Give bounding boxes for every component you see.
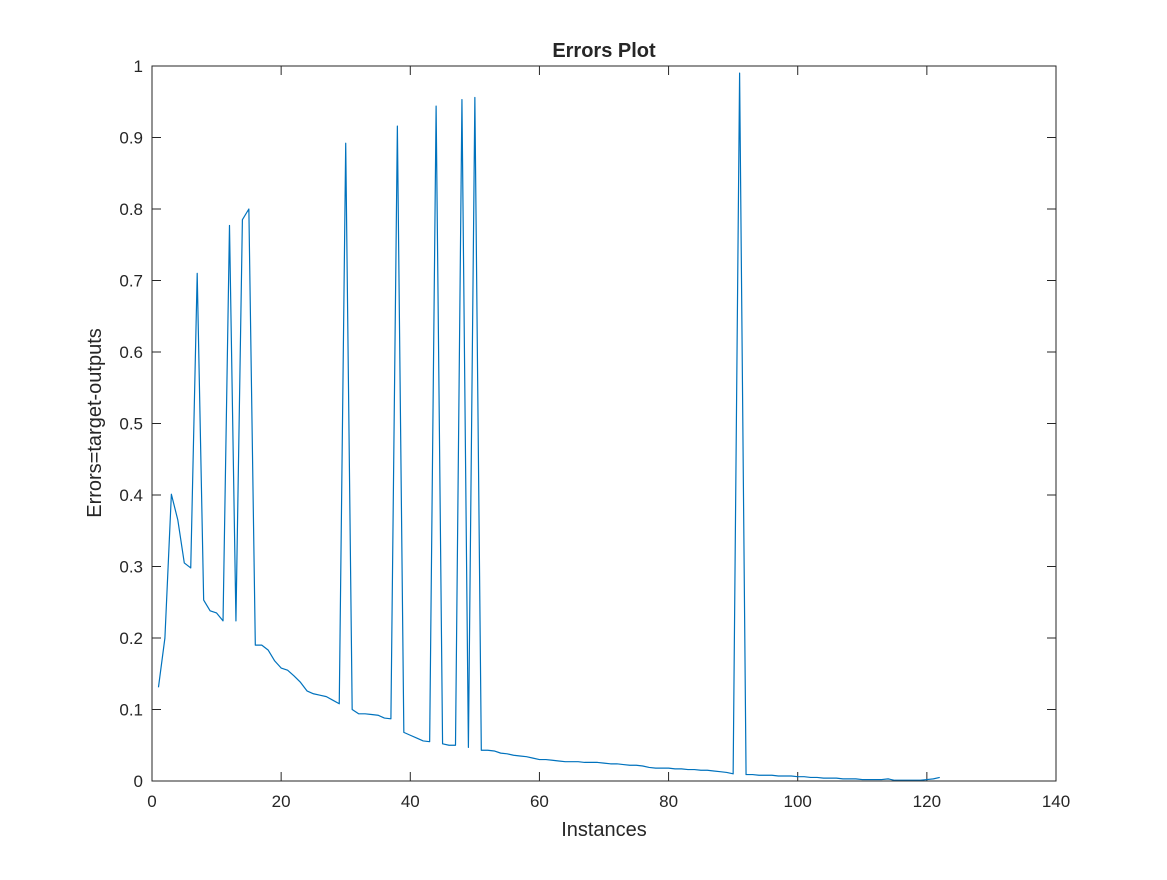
x-axis-ticks: 0 20 40 60 80 100 120 140 xyxy=(147,66,1070,811)
y-tick-label: 0.4 xyxy=(119,486,143,505)
x-axis-label: Instances xyxy=(561,819,647,841)
series-line xyxy=(157,72,940,781)
y-tick-label: 0.6 xyxy=(119,343,143,362)
y-tick-label: 0.7 xyxy=(119,272,143,291)
y-tick-label: 0.1 xyxy=(119,701,143,720)
y-tick-label: 0.5 xyxy=(119,415,143,434)
y-axis-ticks: 0 0.1 0.2 0.3 0.4 0.5 0.6 0.7 0.8 0.9 1 xyxy=(119,57,1056,791)
x-tick-label: 0 xyxy=(147,792,156,811)
y-axis-label: Errors=target-outputs xyxy=(84,328,106,518)
x-tick-label: 80 xyxy=(659,792,678,811)
x-tick-label: 100 xyxy=(784,792,812,811)
x-tick-label: 20 xyxy=(272,792,291,811)
y-tick-label: 0.9 xyxy=(119,129,143,148)
y-tick-label: 0 xyxy=(134,772,143,791)
y-tick-label: 1 xyxy=(134,57,143,76)
x-tick-label: 140 xyxy=(1042,792,1070,811)
axes-box xyxy=(151,65,1057,782)
plot-area xyxy=(152,66,1056,781)
y-tick-label: 0.8 xyxy=(119,200,143,219)
x-tick-label: 120 xyxy=(913,792,941,811)
x-tick-label: 40 xyxy=(401,792,420,811)
y-tick-label: 0.2 xyxy=(119,629,143,648)
x-tick-label: 60 xyxy=(530,792,549,811)
y-tick-label: 0.3 xyxy=(119,558,143,577)
chart-title: Errors Plot xyxy=(552,40,656,62)
